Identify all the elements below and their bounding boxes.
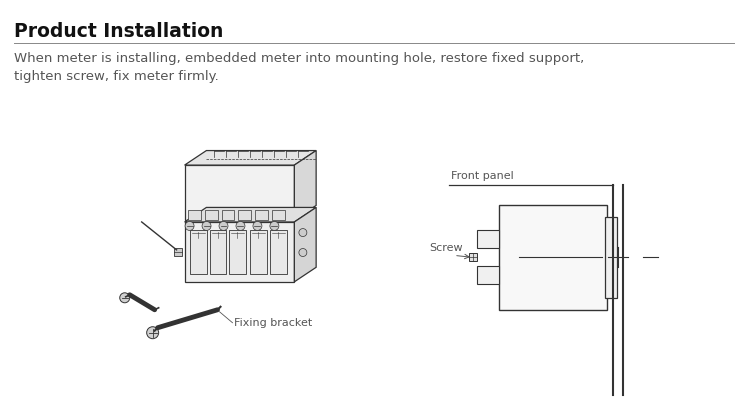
Bar — [205, 210, 218, 220]
Bar — [499, 205, 607, 310]
Polygon shape — [184, 165, 294, 220]
Bar — [256, 210, 268, 220]
Circle shape — [219, 221, 228, 230]
Bar — [221, 210, 235, 220]
Bar — [271, 230, 287, 274]
Text: Fixing bracket: Fixing bracket — [235, 318, 313, 328]
Circle shape — [202, 221, 211, 230]
Bar — [251, 230, 268, 274]
Bar — [477, 266, 499, 284]
Polygon shape — [184, 151, 316, 165]
Circle shape — [147, 327, 159, 339]
Bar — [272, 210, 285, 220]
Text: tighten screw, fix meter firmly.: tighten screw, fix meter firmly. — [14, 70, 219, 83]
Bar — [477, 230, 499, 248]
Bar — [173, 248, 182, 256]
Circle shape — [299, 248, 307, 257]
Text: Screw: Screw — [429, 243, 463, 253]
Bar — [238, 210, 251, 220]
Circle shape — [253, 221, 262, 230]
Bar — [230, 230, 247, 274]
Text: Front panel: Front panel — [451, 171, 514, 181]
Text: When meter is installing, embedded meter into mounting hole, restore fixed suppo: When meter is installing, embedded meter… — [14, 53, 584, 65]
Polygon shape — [184, 207, 316, 222]
Bar — [604, 217, 616, 298]
Circle shape — [236, 221, 245, 230]
Polygon shape — [294, 151, 316, 220]
Bar — [188, 210, 200, 220]
Polygon shape — [184, 222, 294, 282]
Bar — [209, 230, 226, 274]
Circle shape — [120, 293, 130, 303]
Circle shape — [270, 221, 279, 230]
Polygon shape — [294, 207, 316, 282]
Bar — [190, 230, 206, 274]
Circle shape — [185, 221, 194, 230]
Circle shape — [299, 229, 307, 237]
Text: Product Installation: Product Installation — [14, 22, 223, 41]
Bar — [469, 253, 477, 261]
